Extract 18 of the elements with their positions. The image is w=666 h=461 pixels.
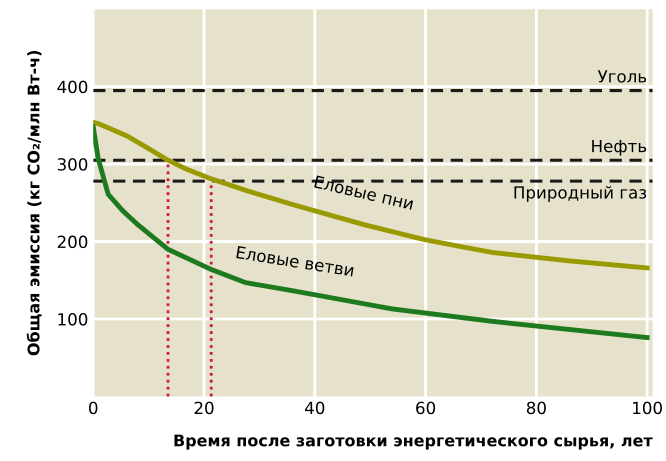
x-tick-label: 0 (89, 402, 98, 414)
ref-line-label: Природный газ (514, 186, 646, 202)
ref-line-label: Нефть (592, 140, 646, 156)
line-series (93, 124, 650, 340)
x-tick-label: 100 (633, 402, 662, 414)
y-tick-label: 200 (58, 236, 88, 248)
x-tick-label: 60 (416, 402, 436, 414)
y-tick-label: 100 (58, 312, 88, 326)
x-axis-title: Время после заготовки энергетического сырья, лет (174, 434, 653, 450)
text: Еловые пни (314, 176, 414, 210)
y-tick-label: 300 (58, 158, 88, 171)
y-axis-title: Общая эмиссия (кг CO₂/млн Вт-ч) (26, 50, 42, 356)
ref-line-label: Уголь (598, 70, 646, 83)
text: Еловые ветви (236, 246, 354, 277)
y-tick-label: 400 (57, 80, 88, 94)
x-tick-label: 40 (305, 402, 324, 414)
x-tick-label: 20 (194, 402, 214, 414)
x-tick-label: 80 (526, 402, 546, 414)
